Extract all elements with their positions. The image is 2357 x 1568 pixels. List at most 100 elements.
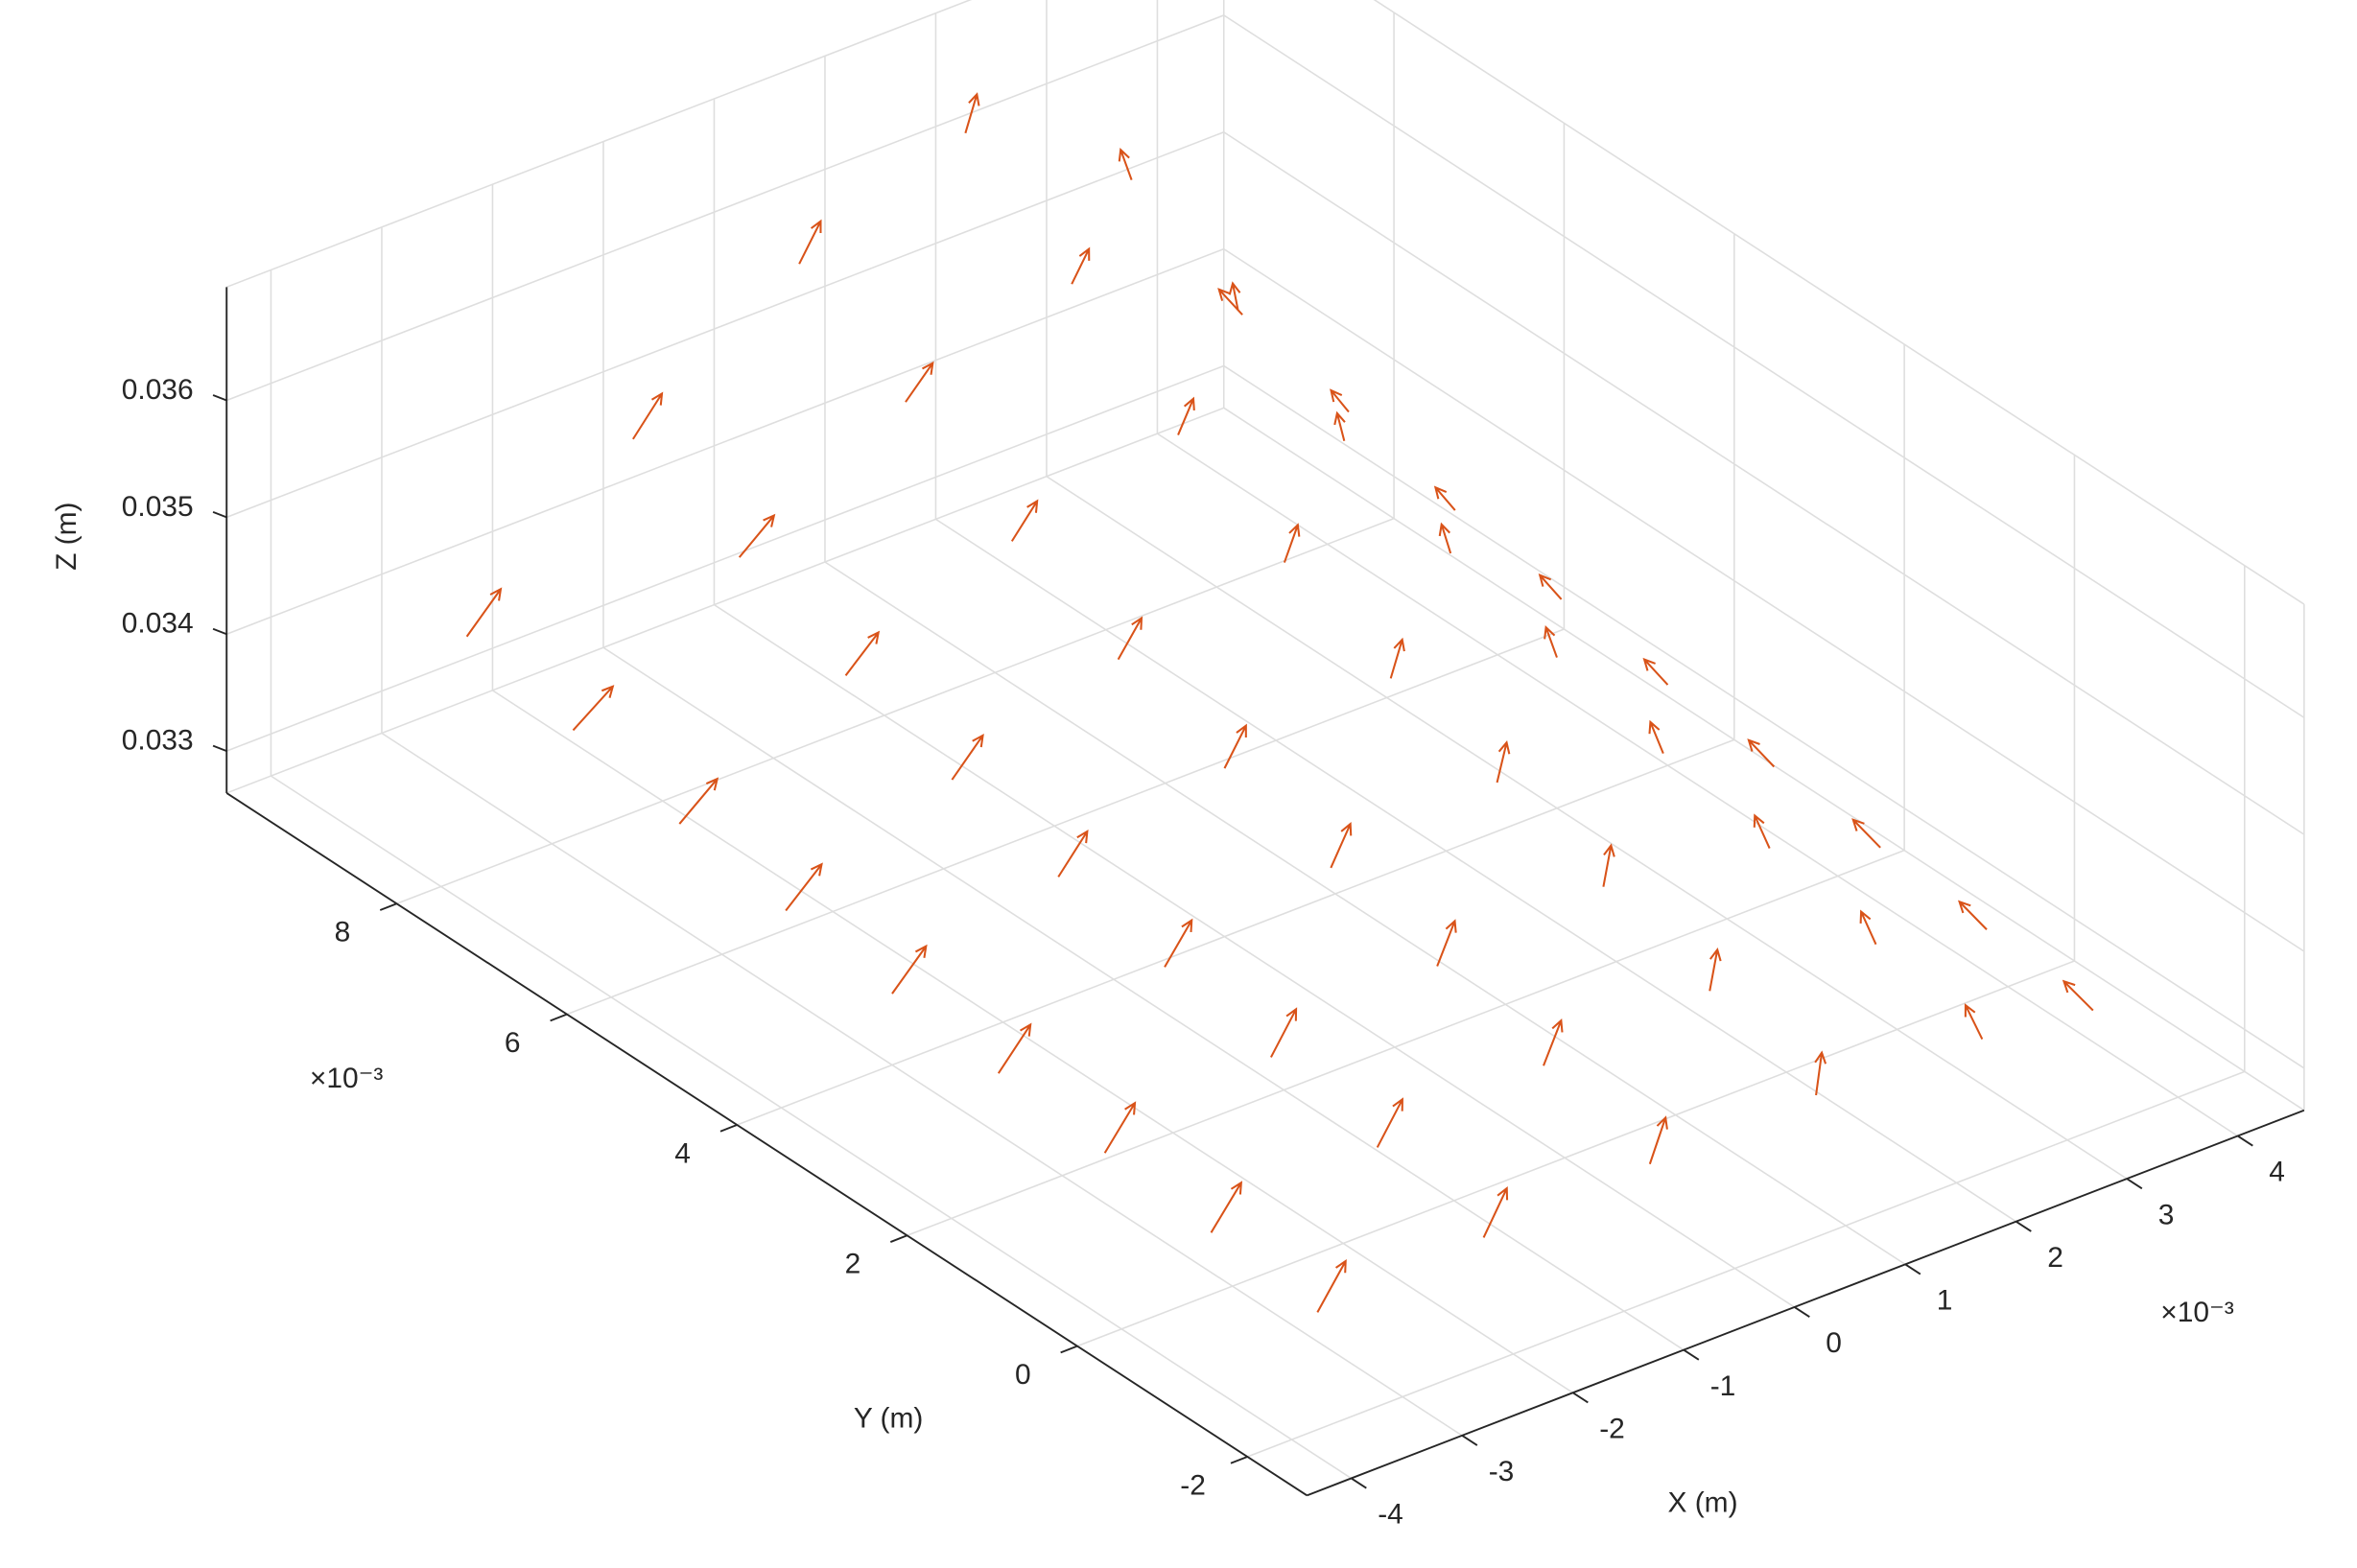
arrow [1814,1050,1827,1096]
x-tick [2015,1220,2032,1232]
y-tick [889,1234,907,1243]
y-tick [1230,1456,1248,1464]
x-tick [1351,1477,1367,1489]
arrow [1210,1181,1243,1233]
arrow [1957,900,1988,930]
arrow [1648,719,1664,755]
grid-line [1076,960,2075,1347]
arrow [1543,1018,1564,1066]
grid-line [1157,433,2239,1137]
grid-line [396,517,1395,905]
x-tick-label: -4 [1378,1499,1403,1531]
arrow [1057,829,1089,878]
box-edge [1373,0,2305,605]
arrow [785,862,823,912]
grid-line [935,518,2017,1223]
z-tick [212,510,227,519]
grid-line [225,14,1225,402]
arrow [1376,1097,1403,1148]
grid-line [271,775,1353,1480]
grid-line [1223,364,2305,1069]
arrow [951,733,984,781]
arrow [1103,1101,1137,1154]
grid-line [1046,476,2128,1180]
arrow [1330,388,1350,413]
arrow [1071,246,1091,285]
arrow [1330,822,1353,869]
arrow [891,944,928,995]
arrow [1482,1185,1509,1238]
arrow [1217,288,1243,316]
arrow [1753,813,1771,849]
z-tick [212,627,227,636]
x-tick-label: 3 [2158,1199,2175,1230]
arrow [1496,740,1511,784]
arrow [632,391,664,440]
x-tick-label: 2 [2047,1242,2063,1274]
arrow [1333,410,1346,441]
y-tick-label: 8 [335,917,351,948]
arrow [1859,909,1877,946]
arrow [678,777,719,825]
y-axis-label: Y (m) [854,1402,924,1434]
y-tick-label: 0 [1015,1359,1031,1391]
y-tick-label: 6 [505,1027,521,1059]
arrow [1010,499,1039,542]
y-tick-label: -2 [1180,1469,1206,1501]
arrow [572,685,615,732]
x-axis [1307,1109,2305,1497]
z-axis-label: Z (m) [51,502,82,570]
box-edge [225,0,973,289]
arrow [1177,396,1195,435]
grid-layer [225,0,2305,1480]
y-exponent: ×10⁻³ [310,1063,384,1094]
z-tick-label: 0.036 [122,374,194,406]
arrow [1747,738,1776,768]
arrow [798,219,822,265]
y-tick-label: 2 [845,1249,861,1280]
grid-line [907,849,1905,1237]
grid-line [1223,14,2305,718]
arrow [1223,723,1247,769]
grid-line [492,690,1574,1393]
arrow [1964,1003,1984,1040]
arrow [1433,485,1456,511]
x-tick [2126,1178,2143,1190]
z-tick-label: 0.035 [122,491,194,523]
arrow [1117,616,1143,661]
box-edge [225,407,1225,794]
arrow [2062,979,2094,1012]
arrow [1389,637,1405,679]
grid-line [1247,1070,2246,1458]
y-tick [1060,1345,1078,1354]
grid-line [225,131,1225,519]
arrow [905,361,934,403]
arrow [1544,624,1558,658]
arrow [1228,281,1241,311]
arrow [1283,523,1301,563]
x-tick-label: -1 [1710,1370,1736,1402]
z-tick-label: 0.033 [122,725,194,757]
arrow [1709,947,1722,992]
axis-layer: -4 -3 -2 -1 0 1 2 3 4 -2 0 2 4 6 8 0.033 0.034 0.035 0.036 [122,287,2305,1531]
grid-line [714,603,1796,1308]
arrow [738,513,776,558]
x-tick-label: -3 [1489,1456,1515,1487]
arrow [997,1022,1032,1074]
box-edge [1223,407,2305,1112]
z-tick-label: 0.034 [122,608,194,640]
grid-line [602,646,1685,1351]
x-tick [1904,1263,1921,1275]
z-tick [212,744,227,752]
grid-line [381,732,1463,1437]
y-tick [379,902,397,911]
x-tick-label: 1 [1937,1285,1953,1317]
mark-layer [465,92,2094,1313]
x-axis-label: X (m) [1667,1487,1737,1519]
arrow [1436,919,1457,967]
x-tick-label: 4 [2269,1157,2285,1188]
arrow [1164,918,1193,968]
arrow [1642,657,1669,686]
